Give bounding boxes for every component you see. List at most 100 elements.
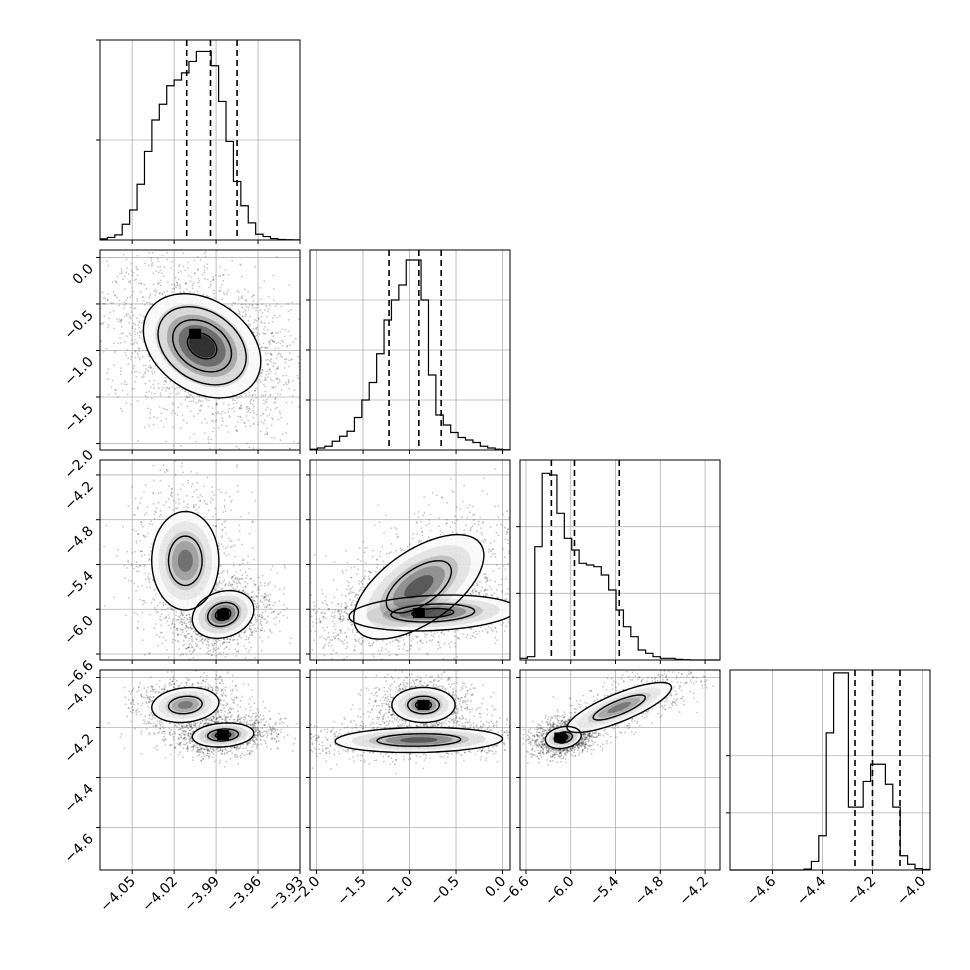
sample-point — [272, 604, 275, 607]
sample-point — [137, 620, 140, 623]
sample-point — [167, 624, 170, 627]
sample-point — [175, 614, 178, 617]
sample-point — [255, 606, 258, 609]
sample-point — [258, 615, 261, 618]
sample-point — [196, 472, 199, 475]
sample-point — [237, 415, 239, 418]
sample-point — [261, 629, 264, 632]
sample-point — [112, 364, 115, 367]
sample-point — [205, 244, 207, 246]
sample-point — [154, 510, 157, 513]
sample-point — [179, 291, 182, 293]
sample-point — [255, 397, 257, 399]
sample-point — [221, 718, 224, 720]
sample-point — [148, 355, 151, 358]
sample-point — [244, 288, 246, 291]
sample-point — [187, 732, 190, 735]
sample-point — [213, 289, 215, 292]
sample-point — [198, 753, 201, 756]
sample-point — [175, 286, 177, 289]
sample-point — [151, 262, 154, 264]
sample-point — [132, 314, 135, 317]
sample-point — [213, 292, 215, 295]
sample-point — [262, 342, 265, 345]
sample-point — [214, 649, 217, 652]
sample-point — [263, 592, 266, 595]
scatter-panel-0-2 — [99, 459, 301, 661]
sample-point — [279, 630, 281, 633]
sample-point — [132, 290, 134, 293]
sample-point — [226, 653, 229, 656]
sample-point — [219, 749, 222, 752]
sample-point — [252, 399, 255, 402]
sample-point — [241, 306, 244, 308]
sample-point — [261, 640, 264, 643]
sample-point — [149, 408, 152, 411]
sample-point — [251, 304, 254, 307]
sample-point — [242, 586, 245, 589]
sample-point — [245, 586, 247, 588]
sample-point — [242, 315, 244, 318]
sample-point — [266, 480, 268, 482]
sample-point — [219, 639, 221, 642]
sample-point — [203, 271, 206, 274]
sample-point — [297, 355, 300, 358]
sample-point — [125, 312, 128, 315]
sample-point — [190, 627, 193, 630]
sample-point — [152, 492, 155, 495]
sample-point — [122, 278, 124, 281]
sample-point — [206, 674, 208, 677]
sample-point — [270, 568, 272, 571]
sample-point — [217, 750, 220, 753]
sample-point — [142, 374, 145, 376]
sample-point — [211, 491, 214, 494]
sample-point — [278, 352, 280, 355]
sample-point — [186, 744, 189, 747]
sample-point — [213, 427, 215, 430]
sample-point — [209, 447, 211, 450]
sample-point — [113, 351, 116, 354]
sample-point — [222, 641, 225, 644]
sample-point — [249, 400, 252, 403]
sample-point — [131, 388, 133, 390]
sample-point — [186, 503, 189, 506]
sample-point — [256, 303, 258, 306]
sample-point — [250, 577, 253, 580]
sample-point — [139, 564, 142, 567]
sample-point — [245, 305, 248, 308]
sample-point — [122, 525, 124, 528]
sample-point — [239, 407, 241, 410]
sample-point — [225, 583, 227, 585]
sample-point — [240, 578, 243, 580]
sample-point — [171, 283, 173, 286]
sample-point — [242, 558, 245, 561]
sample-point — [240, 303, 243, 306]
sample-point — [180, 633, 183, 636]
sample-point — [198, 748, 201, 751]
sample-point — [123, 304, 126, 306]
hist-frame-2 — [519, 459, 721, 661]
sample-point — [148, 522, 151, 525]
sample-point — [277, 347, 280, 350]
sample-point — [145, 364, 147, 367]
sample-point — [134, 350, 137, 353]
sample-point — [264, 390, 267, 393]
sample-point — [83, 338, 85, 340]
sample-point — [255, 605, 258, 608]
sample-point — [213, 494, 216, 496]
sample-point — [203, 516, 206, 518]
sample-point — [137, 347, 140, 349]
sample-point — [171, 623, 174, 625]
sample-point — [160, 419, 163, 422]
hist-panel-1 — [306, 249, 511, 451]
sample-point — [273, 610, 275, 613]
sample-point — [260, 649, 263, 652]
sample-point — [160, 613, 163, 616]
sample-point — [268, 604, 271, 606]
sample-point — [165, 648, 168, 651]
sample-point — [203, 252, 206, 255]
sample-point — [246, 741, 249, 744]
sample-point — [145, 391, 148, 394]
sample-point — [188, 396, 191, 399]
sample-point — [218, 275, 220, 277]
